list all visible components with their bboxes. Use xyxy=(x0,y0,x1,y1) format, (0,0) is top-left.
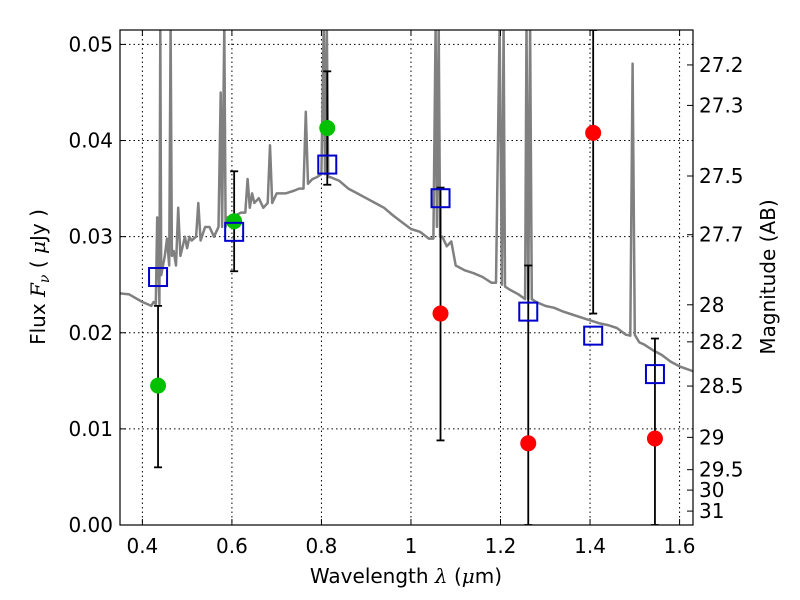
data-point xyxy=(585,124,602,141)
y2-tick-label: 28.2 xyxy=(699,330,744,354)
y2-tick-label: 27.3 xyxy=(699,93,744,117)
x-tick-label: 1.2 xyxy=(485,534,517,558)
data-point xyxy=(150,377,167,394)
model-point xyxy=(317,154,338,175)
data-point xyxy=(646,430,663,447)
y2-axis-label: Magnitude (AB) xyxy=(756,199,780,354)
x-tick-label: 0.4 xyxy=(126,534,158,558)
y2-tick-label: 31 xyxy=(699,499,724,523)
y-tick-label: 0.04 xyxy=(68,129,113,153)
x-axis-label: Wavelength λ (μm) xyxy=(310,564,502,588)
y-tick-label: 0.01 xyxy=(68,417,113,441)
model-point xyxy=(148,267,169,288)
y2-tick-label: 27.5 xyxy=(699,164,744,188)
data-point xyxy=(226,213,243,230)
y2-tick-label: 28.5 xyxy=(699,374,744,398)
model-point xyxy=(430,188,451,209)
x-axis-ticks: 0.4 0.6 0.8 1 1.2 1.4 1.6 xyxy=(126,30,695,558)
model-point xyxy=(518,301,539,322)
y2-tick-label: 30 xyxy=(699,478,724,502)
y2-tick-label: 27.2 xyxy=(699,53,744,77)
y2-tick-label: 28 xyxy=(699,293,724,317)
x-tick-label: 0.8 xyxy=(306,534,338,558)
y-tick-label: 0.03 xyxy=(68,225,113,249)
x-tick-label: 1 xyxy=(405,534,418,558)
model-point xyxy=(644,364,665,385)
model-spectrum-line xyxy=(120,30,693,373)
data-point xyxy=(520,435,537,452)
y2-tick-label: 27.7 xyxy=(699,223,744,247)
y-axis-label: Flux Fν ( μJy ) xyxy=(26,209,53,345)
y-axis-ticks: 0.00 0.01 0.02 0.03 0.04 0.05 xyxy=(68,32,126,537)
y-tick-label: 0.02 xyxy=(68,321,113,345)
y2-tick-label: 29.5 xyxy=(699,458,744,482)
y-tick-label: 0.05 xyxy=(68,32,113,56)
x-tick-label: 1.6 xyxy=(664,534,696,558)
model-point xyxy=(583,325,604,346)
plot-area xyxy=(120,30,693,525)
x-tick-label: 0.6 xyxy=(216,534,248,558)
model-point xyxy=(224,221,245,242)
data-markers xyxy=(148,120,665,452)
y2-tick-label: 29 xyxy=(699,425,724,449)
plot-frame xyxy=(119,29,694,526)
data-point xyxy=(432,305,449,322)
y-tick-label: 0.00 xyxy=(68,513,113,537)
plot-background xyxy=(120,30,693,525)
data-point xyxy=(319,120,336,137)
x-tick-label: 1.4 xyxy=(574,534,606,558)
